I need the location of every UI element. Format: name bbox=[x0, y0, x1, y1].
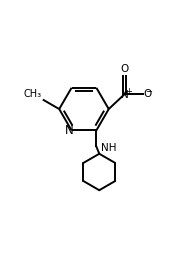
Text: O: O bbox=[121, 64, 129, 74]
Text: CH₃: CH₃ bbox=[23, 89, 41, 99]
Text: −: − bbox=[146, 87, 152, 96]
Text: N: N bbox=[65, 124, 73, 137]
Text: N: N bbox=[121, 90, 129, 100]
Text: NH: NH bbox=[102, 142, 117, 152]
Text: +: + bbox=[125, 87, 132, 96]
Text: O: O bbox=[144, 89, 152, 99]
